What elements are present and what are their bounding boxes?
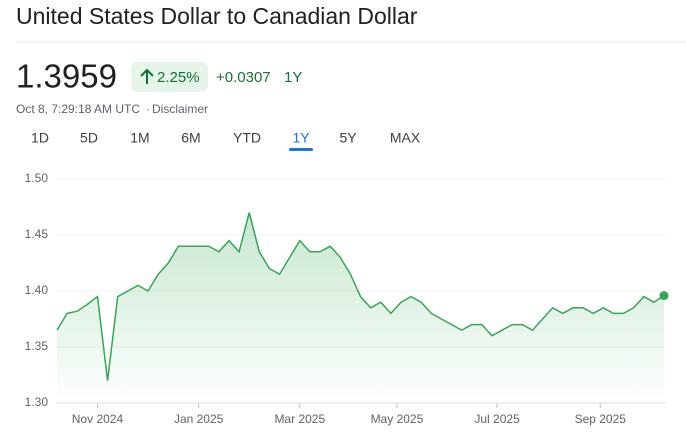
range-tab[interactable]: 1M: [130, 130, 149, 146]
range-tab[interactable]: 5D: [80, 130, 98, 146]
last-point: [659, 291, 669, 301]
change-badge: [131, 62, 208, 92]
range-tab[interactable]: 5Y: [339, 130, 357, 146]
change-percent: 2.25%: [157, 69, 200, 86]
y-tick-label: 1.45: [25, 227, 49, 241]
plot: 1.30 1.35 1.40 1.45 1.50 Nov 2024 Jan 2025 Mar …: [25, 171, 669, 426]
area: [57, 212, 664, 403]
change: +0.0307: [216, 69, 271, 86]
y-tick-label: 1.30: [25, 395, 49, 409]
up-arrow: [140, 68, 154, 84]
price: 1.3959: [16, 58, 117, 95]
disclaimer[interactable]: Disclaimer: [152, 102, 208, 116]
x-tick-label: Mar 2025: [274, 412, 325, 426]
range-tab[interactable]: 6M: [181, 130, 200, 146]
title: United States Dollar to Canadian Dollar: [16, 3, 418, 29]
range-tab[interactable]: MAX: [390, 130, 421, 146]
y-tick-label: 1.35: [25, 339, 49, 353]
range-tab[interactable]: 1Y: [292, 130, 310, 146]
x-tick-label: May 2025: [371, 412, 424, 426]
x-tick-label: Nov 2024: [72, 412, 124, 426]
period: 1Y: [284, 69, 302, 86]
x-tick-label: Sep 2025: [575, 412, 627, 426]
timestamp: Oct 8, 7:29:18 AM UTC: [16, 102, 140, 116]
range-tab[interactable]: YTD: [233, 130, 261, 146]
y-tick-label: 1.50: [25, 171, 49, 185]
line: [56, 212, 665, 381]
y-tick-label: 1.40: [25, 283, 49, 297]
x-tick-label: Jan 2025: [174, 412, 224, 426]
range-tab[interactable]: 1D: [31, 130, 49, 146]
separator: ·: [146, 102, 150, 116]
tab-underline: [289, 148, 313, 151]
x-tick-label: Jul 2025: [474, 412, 520, 426]
range-tabs: 1D 5D 1M 6M YTD 1Y 5Y MAX: [31, 130, 421, 151]
